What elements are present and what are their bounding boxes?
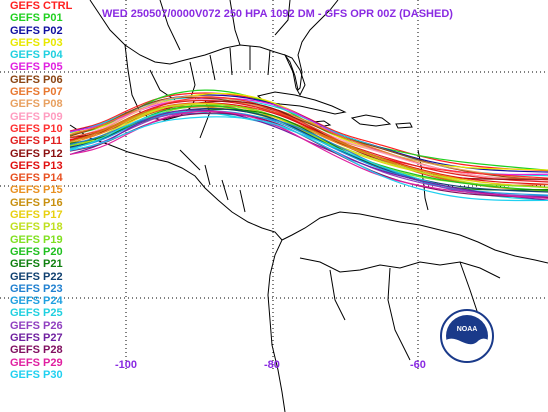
legend-item: GEFS P29 (10, 356, 63, 369)
cuba (256, 91, 347, 115)
lesser-antilles (417, 149, 429, 211)
noaa-logo-text: NOAA (457, 326, 478, 333)
legend-item: GEFS P04 (10, 49, 63, 62)
legend-item: GEFS P21 (10, 258, 63, 271)
legend-item: GEFS P22 (10, 270, 63, 283)
legend-item: GEFS P14 (10, 172, 63, 185)
legend-item: GEFS CTRL (10, 0, 73, 12)
us-mexico-coast (89, 0, 339, 92)
legend-item: GEFS P26 (10, 319, 63, 332)
mexico-state-borders (149, 0, 291, 101)
legend-item: GEFS P16 (10, 196, 63, 209)
ensemble-contours (69, 89, 548, 202)
legend-item: GEFS P28 (10, 344, 63, 357)
legend-item: GEFS P03 (10, 36, 63, 49)
legend-item: GEFS P19 (10, 233, 63, 246)
legend-item: GEFS P20 (10, 245, 63, 258)
florida (283, 54, 306, 97)
legend-item: GEFS P27 (10, 332, 63, 345)
lon-label-80: -80 (264, 359, 280, 371)
legend-item: GEFS P17 (10, 209, 63, 222)
legend-item: GEFS P01 (10, 12, 63, 25)
legend-item: GEFS P10 (10, 122, 63, 135)
legend-item: GEFS P07 (10, 86, 63, 99)
hispaniola (350, 114, 392, 127)
lon-label-100: -100 (115, 359, 138, 371)
legend-item: GEFS P25 (10, 307, 63, 320)
noaa-logo: NOAA (440, 309, 494, 363)
south-america-west-coast (267, 239, 286, 412)
puerto-rico (395, 122, 413, 129)
legend-item: GEFS P18 (10, 221, 63, 234)
legend-item: GEFS P08 (10, 98, 63, 111)
country-borders-sa (299, 257, 501, 361)
legend-item: GEFS P24 (10, 295, 63, 308)
map-title: WED 250507/0000V072 250 HPA 1092 DM - GF… (102, 8, 453, 20)
contour-line (69, 116, 548, 202)
legend-item: GEFS P30 (10, 368, 63, 381)
central-america-borders (179, 149, 246, 213)
legend-item: GEFS P05 (10, 61, 63, 74)
contour-line (69, 109, 548, 201)
coastlines (69, 0, 548, 412)
legend-item: GEFS P11 (10, 135, 62, 148)
lon-label-60: -60 (410, 359, 426, 371)
legend-item: GEFS P13 (10, 159, 63, 172)
legend-item: GEFS P09 (10, 110, 63, 123)
yucatan-central-america (69, 124, 283, 241)
legend-item: GEFS P02 (10, 24, 63, 37)
south-america-north-coast (281, 211, 548, 264)
legend-item: GEFS P12 (10, 147, 63, 160)
legend-item: GEFS P15 (10, 184, 63, 197)
ensemble-legend: GEFS CTRL GEFS P01 GEFS P02 GEFS P03 GEFS P0… (0, 0, 96, 381)
legend-item: GEFS P23 (10, 282, 63, 295)
legend-item: GEFS P06 (10, 73, 63, 86)
contour-line (69, 105, 548, 186)
